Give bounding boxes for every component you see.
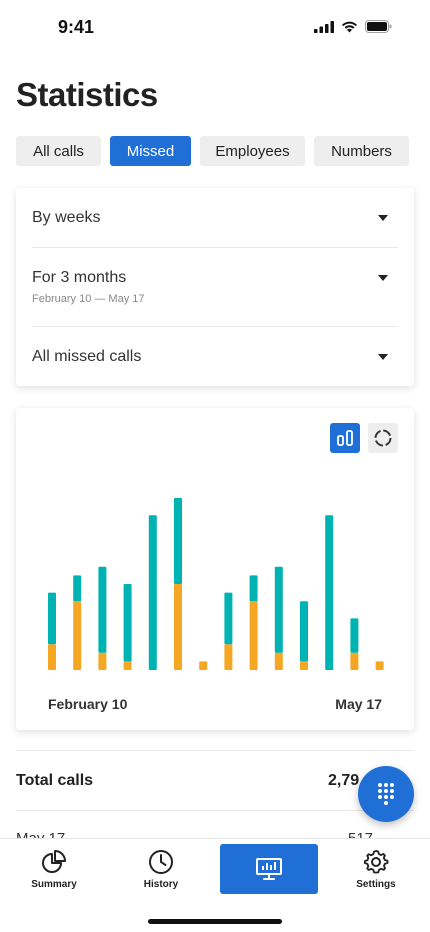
wifi-icon — [342, 21, 357, 32]
status-time: 9:41 — [58, 17, 95, 37]
total-calls-value: 2,79 — [328, 772, 360, 789]
chart-bar-segment — [224, 592, 233, 645]
chart-bar-segment — [123, 661, 132, 670]
chart-bar-segment — [350, 618, 359, 653]
chart-card: February 10 May 17 — [16, 408, 414, 730]
period-range: February 10 — May 17 — [32, 293, 145, 305]
total-calls-label: Total calls — [16, 772, 94, 789]
chart-bar-segment — [325, 515, 334, 670]
chart-bar-segment — [148, 515, 157, 670]
chart-bar-segment — [98, 566, 107, 653]
caret-down-icon — [378, 215, 388, 221]
chart-bar-segment — [73, 601, 82, 670]
caret-down-icon — [378, 275, 388, 281]
nav-statistics[interactable] — [220, 844, 318, 894]
grouping-dropdown[interactable]: By weeks — [32, 209, 398, 227]
presentation-chart-icon — [256, 858, 282, 880]
x-axis-start-label: February 10 — [48, 696, 128, 712]
bar-chart-icon — [337, 430, 353, 446]
period-label: For 3 months — [32, 269, 127, 286]
page-title: Statistics — [16, 76, 158, 113]
gear-icon — [363, 850, 389, 874]
x-axis-end-label: May 17 — [335, 696, 382, 712]
tab-numbers[interactable]: Numbers — [314, 136, 409, 166]
chart-bar-segment — [300, 661, 308, 670]
status-bar: 9:41 — [0, 0, 430, 56]
cellular-signal-icon — [314, 20, 334, 33]
bottom-nav: Summary History Settings — [0, 838, 430, 932]
chart-bar-segment — [123, 584, 132, 662]
call-type-dropdown[interactable]: All missed calls — [32, 348, 398, 366]
call-type-label: All missed calls — [32, 348, 142, 365]
filter-card: By weeks For 3 months February 10 — May … — [16, 188, 414, 386]
donut-chart-icon — [374, 429, 392, 447]
chart-bar-segment — [249, 575, 258, 602]
tab-missed[interactable]: Missed — [110, 136, 191, 166]
grouping-label: By weeks — [32, 209, 101, 226]
stacked-bar-chart — [48, 498, 384, 670]
battery-icon — [365, 20, 392, 33]
chart-bar-segment — [199, 661, 208, 670]
divider — [32, 247, 398, 248]
nav-history-label: History — [143, 879, 179, 890]
home-indicator — [148, 919, 282, 924]
nav-summary[interactable]: Summary — [5, 839, 103, 895]
dialpad-icon — [378, 783, 394, 805]
chart-bar-segment — [174, 584, 182, 670]
divider — [32, 326, 398, 327]
tab-bar: All calls Missed Employees Numbers — [16, 136, 409, 166]
clock-icon — [149, 850, 173, 874]
chart-bar-segment — [48, 644, 56, 670]
nav-settings[interactable]: Settings — [327, 839, 425, 895]
chart-bar-segment — [174, 498, 182, 584]
tab-employees[interactable]: Employees — [200, 136, 305, 166]
nav-history[interactable]: History — [112, 839, 210, 895]
donut-chart-toggle-button[interactable] — [368, 423, 398, 453]
chart-bar-segment — [98, 652, 107, 670]
dialpad-button[interactable] — [358, 766, 414, 822]
divider — [16, 750, 414, 751]
caret-down-icon — [378, 354, 388, 360]
chart-bar-segment — [73, 575, 82, 602]
status-icons — [314, 20, 392, 33]
chart-bar-segment — [274, 566, 283, 653]
chart-bar-segment — [224, 644, 233, 670]
tab-all-calls[interactable]: All calls — [16, 136, 101, 166]
bar-chart-toggle-button[interactable] — [330, 423, 360, 453]
period-dropdown[interactable]: For 3 months February 10 — May 17 — [32, 269, 398, 305]
nav-settings-label: Settings — [356, 879, 396, 890]
nav-summary-label: Summary — [31, 879, 77, 890]
chart-bar-segment — [249, 601, 258, 670]
chart-bar-segment — [274, 652, 283, 670]
pie-chart-icon — [42, 850, 66, 873]
chart-bar-segment — [375, 661, 384, 670]
chart-bar-segment — [350, 652, 359, 670]
chart-bar-segment — [48, 592, 56, 645]
chart-bar-segment — [300, 601, 308, 662]
divider — [16, 810, 414, 811]
